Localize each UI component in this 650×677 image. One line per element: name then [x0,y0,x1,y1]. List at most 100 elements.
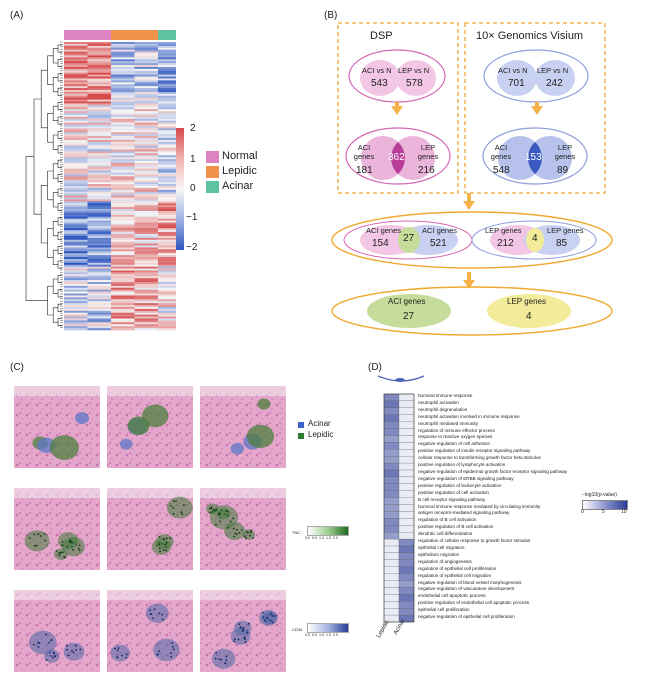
go-cell-acinar [398,490,415,498]
go-term-label: epithelial cell migration [418,545,465,550]
tissue-tile [14,386,100,468]
go-cell-lepidic [383,518,400,526]
colorbar-tick: −2 [186,242,198,253]
dsp-lep-genes-circle [391,136,435,180]
go-cell-lepidic [383,601,400,609]
go-cell-lepidic [383,393,400,402]
go-cell-acinar [398,449,415,457]
dsp-venn-outer [345,127,451,185]
go-cell-lepidic [383,435,400,443]
go-cell-lepidic [383,414,400,422]
legend-lepidic-swatch [206,166,219,178]
flow-diagram-b [331,22,613,336]
dsp-aci-only-value: 181 [356,165,373,176]
dsp-title: DSP [370,30,393,42]
go-heatmap [383,393,415,623]
combined-aci-overlap [398,227,420,253]
legend-lepidic-swatch [298,433,304,439]
go-cell-lepidic [383,566,400,574]
arrow-down-icon [531,106,543,115]
arrow-down-icon [463,280,475,289]
go-cell-acinar [398,566,415,574]
go-term-label: positive regulation of cell activation [418,489,489,495]
dsp-lep-vs-n-label: LEP vs N [398,66,430,75]
panel-c-label: (C) [10,362,24,373]
go-cell-lepidic [383,580,400,588]
go-cell-acinar [398,393,415,402]
go-cell-lepidic [383,428,400,436]
tissue-tile [14,488,100,570]
dsp-lep-vs-n-circle [396,60,436,96]
go-term-label: regulation of B cell activation [418,517,477,523]
final-outer-ellipse [331,286,613,336]
go-term-label: B cell receptor signaling pathway [418,496,486,502]
final-lep-value: 4 [526,311,532,322]
go-cell-lepidic [383,483,400,491]
visium-lep-vs-n-label: LEP vs N [537,66,569,75]
go-cell-acinar [398,407,415,415]
go-term-label: positive regulation of B cell activation [418,524,494,530]
d-dendrogram-icon [377,375,425,382]
go-cell-acinar [398,504,415,512]
colorbar-tick: 1 [190,154,196,165]
go-term-label: negative regulation of cell adhesion [418,441,491,447]
go-cell-lepidic [383,532,400,540]
go-cell-acinar [398,456,415,464]
visium-aci-vs-n-value: 701 [508,78,525,89]
go-cell-lepidic [383,594,400,602]
panel-a-label: (A) [10,10,24,21]
go-term-label: neutrophil degranulation [418,406,468,412]
go-cell-acinar [398,469,415,478]
combined-aci-label-b: ACI genes [422,226,458,235]
combined-lep-a-only: 212 [497,238,514,249]
go-cell-lepidic [383,573,400,581]
go-term-label: regulation of angiogenesis [418,558,472,564]
dsp-overlap-value: 362 [388,152,405,163]
go-cell-lepidic [383,449,400,457]
go-cell-acinar [398,538,415,547]
dsp-aci-vs-n-value: 543 [371,78,388,89]
combined-aci-b-only: 521 [430,238,447,249]
go-cell-acinar [398,559,415,567]
combined-aci-a-only: 154 [372,238,389,249]
go-cell-lepidic [383,538,400,547]
visium-aci-vs-n-label: ACI vs N [498,66,528,75]
final-lep-genes-ellipse [487,294,571,328]
combined-aci-overlap-value: 27 [403,233,415,244]
go-term-label: negative regulation of blood vessel morp… [418,579,522,585]
visium-lep-genes-label: LEP genes [554,143,576,161]
visium-overlap-value: 153 [525,152,542,163]
visium-lep-vs-n-circle [535,60,575,96]
go-term-label: negative regulation of vasculature devel… [418,586,515,592]
heatmap-colorbar [176,128,184,250]
go-legend-colorbar [582,500,628,510]
group-header-bar [64,30,176,40]
go-term-label: regulation of epithelial cell proliferat… [418,565,497,571]
go-cell-acinar [398,545,415,554]
colorbar-tick: −1 [186,212,198,223]
go-cell-acinar [398,497,415,505]
go-term-label: response to reactive oxygen species [418,434,493,440]
go-cell-acinar [398,580,415,588]
go-term-label: antigen receptor-mediated signaling path… [418,510,510,516]
go-cell-lepidic [383,490,400,498]
final-aci-label: ACI genes [388,297,426,306]
go-cell-lepidic [383,462,400,471]
final-aci-genes-ellipse [367,294,451,328]
visium-overlap [528,142,542,174]
heatmap-cells [64,42,176,331]
final-aci-value: 27 [403,311,415,322]
final-lep-label: LEP genes [507,297,546,306]
go-cell-lepidic [383,421,400,429]
go-col-label-lepidic: Lepidic [376,619,391,639]
group-header-cell [87,30,111,40]
go-legend-tick: 10 [621,509,627,515]
dsp-lep-only-value: 216 [418,165,435,176]
go-term-label: endothelial cell apoptotic process [418,593,486,599]
go-legend-title: −log10(p-value) [582,492,617,498]
combined-lep-label-b: LEP genes [547,226,584,235]
visium-venn-outer [482,127,588,185]
go-cell-acinar [398,483,415,491]
go-term-label: negative regulation of epithelial cell p… [418,614,515,620]
tissue-tile [107,590,193,672]
